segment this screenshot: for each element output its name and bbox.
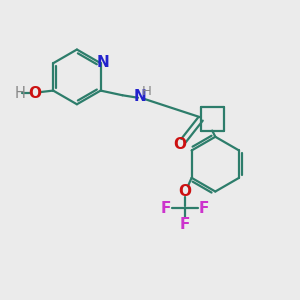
Text: H: H [141,85,151,98]
Text: F: F [198,200,208,215]
Text: H: H [14,85,26,100]
Text: F: F [161,200,171,215]
Text: N: N [134,89,147,104]
Text: N: N [97,55,110,70]
Text: F: F [180,217,190,232]
Text: O: O [28,85,41,100]
Text: O: O [173,137,186,152]
Text: O: O [178,184,191,199]
